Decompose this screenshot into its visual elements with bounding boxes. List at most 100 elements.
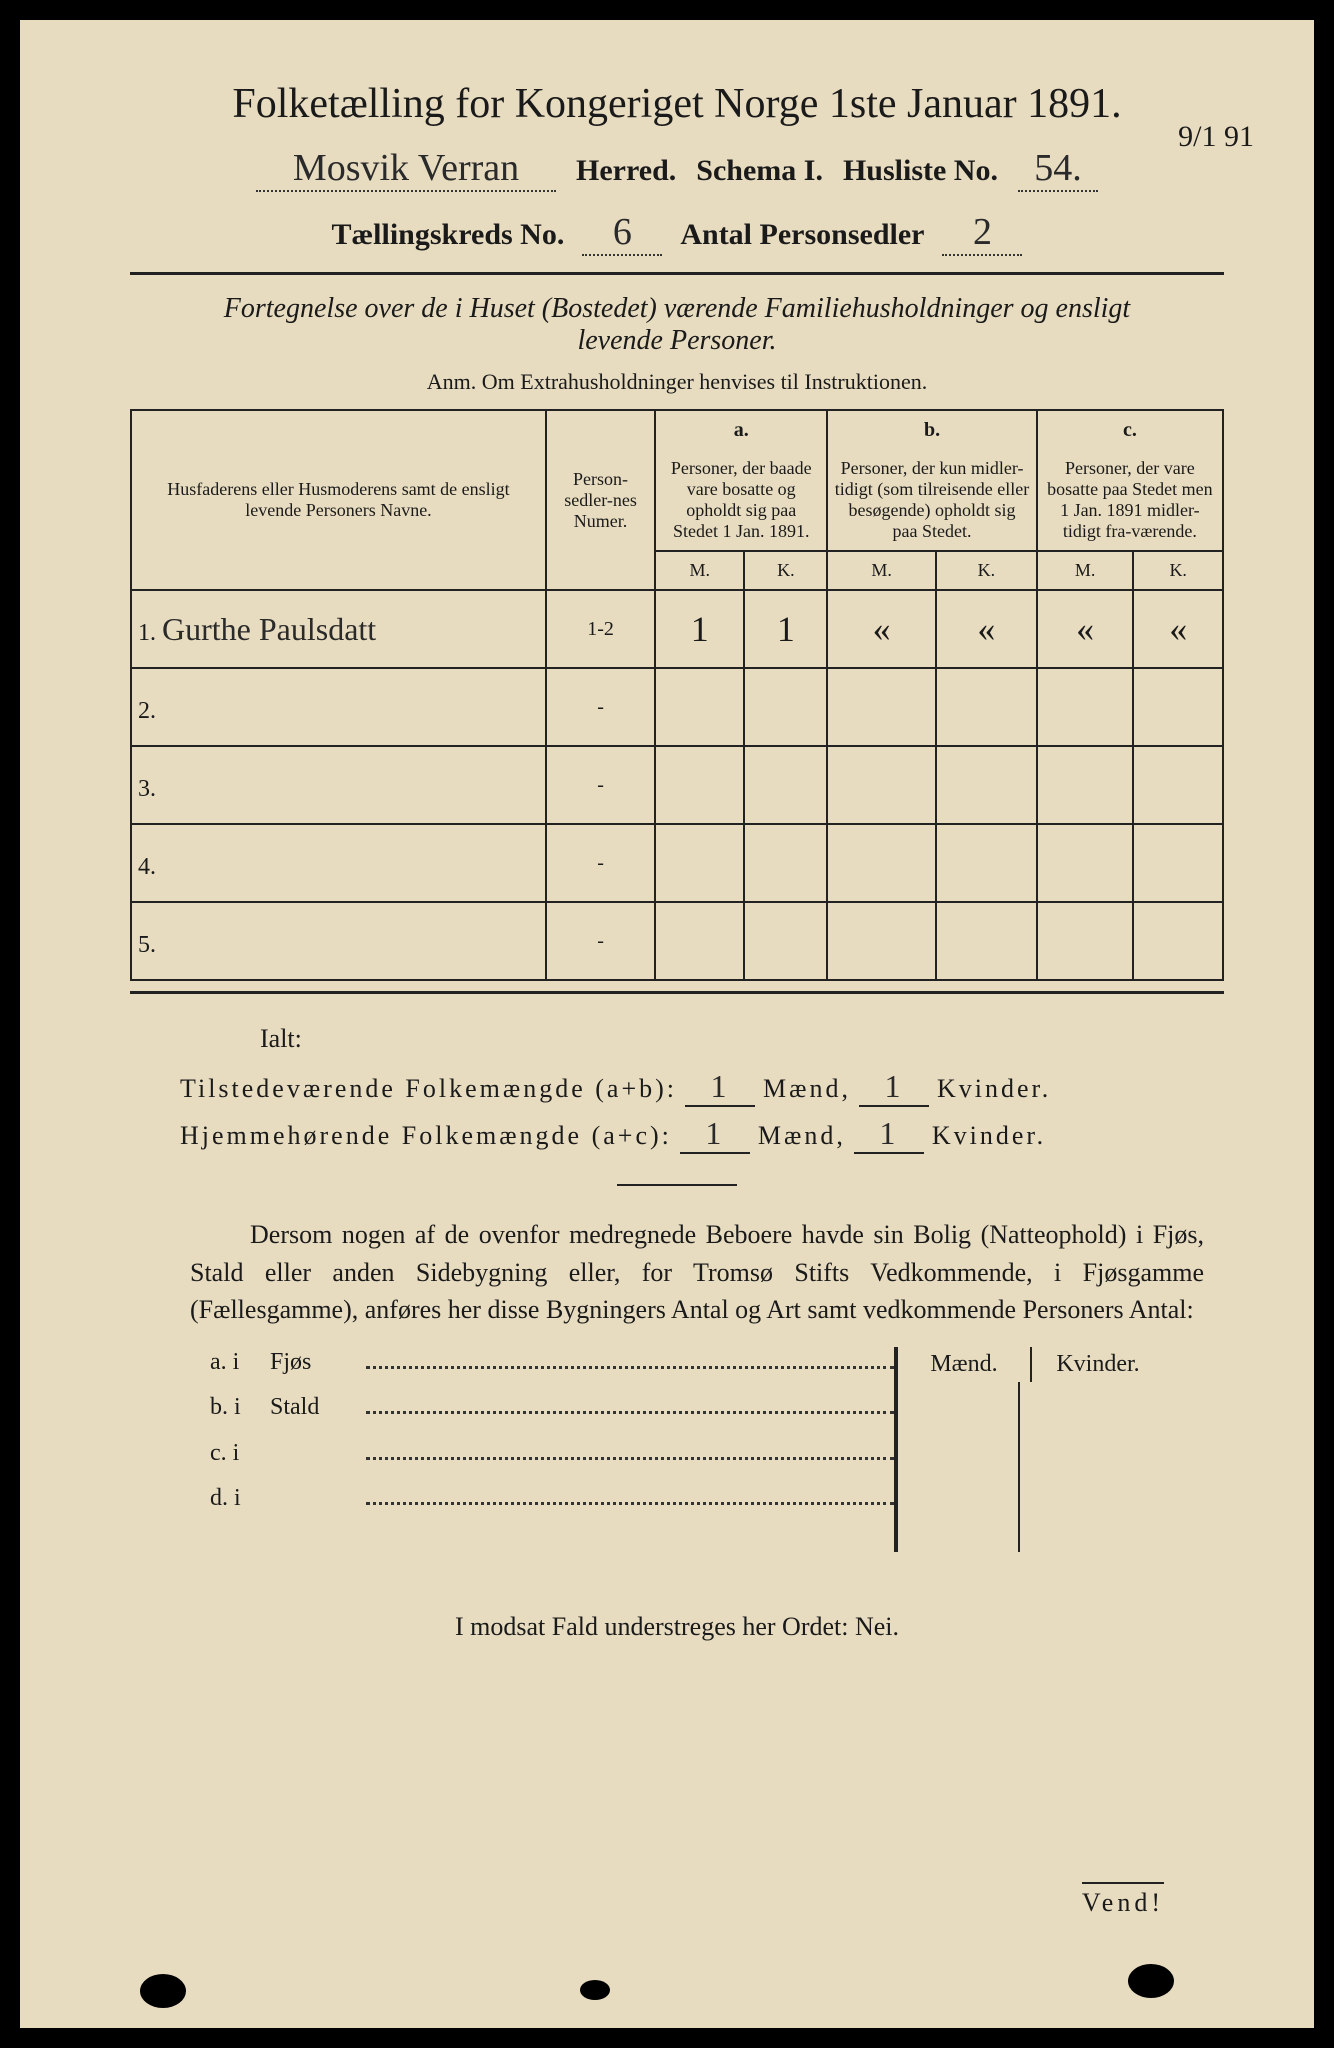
maend-2: Mænd, bbox=[758, 1121, 846, 1151]
vend-label: Vend! bbox=[1082, 1882, 1164, 1918]
th-c: c. bbox=[1037, 410, 1223, 450]
paper-hole bbox=[140, 1974, 186, 2008]
main-table: Husfaderens eller Husmoderens samt de en… bbox=[130, 409, 1224, 981]
mk-kvinder: Kvinder. bbox=[1030, 1347, 1164, 1382]
row-numer: - bbox=[546, 824, 655, 902]
kreds-label: Tællingskreds No. bbox=[332, 218, 565, 252]
herred-handwritten: Mosvik Verran bbox=[256, 146, 556, 192]
paper-hole bbox=[1128, 1964, 1174, 1998]
row-ck bbox=[1133, 668, 1223, 746]
sb-name: Stald bbox=[270, 1394, 360, 1421]
row-name-cell: 3. bbox=[131, 746, 546, 824]
th-b: b. bbox=[827, 410, 1037, 450]
center-rule bbox=[617, 1184, 737, 1186]
sub-title-1: Fortegnelse over de i Huset (Bostedet) v… bbox=[130, 293, 1224, 325]
paper-hole bbox=[580, 1980, 610, 2000]
sb-label: b. i bbox=[210, 1394, 270, 1421]
row-cm bbox=[1037, 746, 1134, 824]
sidebygning-row: a. iFjøs bbox=[210, 1347, 894, 1376]
sum1-m: 1 bbox=[685, 1068, 755, 1107]
th-a: a. bbox=[655, 410, 827, 450]
row-ck bbox=[1133, 824, 1223, 902]
row-am: 1 bbox=[655, 590, 744, 668]
sum1-label: Tilstedeværende Folkemængde (a+b): bbox=[180, 1074, 677, 1104]
th-a-text: Personer, der baade vare bosatte og opho… bbox=[655, 450, 827, 551]
sb-label: d. i bbox=[210, 1485, 270, 1512]
row-numer: - bbox=[546, 746, 655, 824]
row-ak: 1 bbox=[744, 590, 827, 668]
sb-label: a. i bbox=[210, 1349, 270, 1376]
th-c-m: M. bbox=[1037, 551, 1134, 590]
th-b-letter: b. bbox=[834, 419, 1030, 442]
ialt-label: Ialt: bbox=[260, 1024, 1224, 1054]
row-bm bbox=[827, 902, 936, 980]
row-ak bbox=[744, 668, 827, 746]
row-am bbox=[655, 746, 744, 824]
sidebygning-section: a. iFjøsb. iStaldc. id. i Mænd. Kvinder. bbox=[210, 1347, 1164, 1552]
row-cm bbox=[1037, 902, 1134, 980]
row-ck bbox=[1133, 902, 1223, 980]
sum1-k: 1 bbox=[859, 1068, 929, 1107]
th-c-text: Personer, der vare bosatte paa Stedet me… bbox=[1037, 450, 1223, 551]
table-row: 4. - bbox=[131, 824, 1223, 902]
row-name-cell: 5. bbox=[131, 902, 546, 980]
th-name-text: Husfaderens eller Husmoderens samt de en… bbox=[167, 479, 509, 520]
row-name-cell: 1. Gurthe Paulsdatt bbox=[131, 590, 546, 668]
husliste-no: 54. bbox=[1018, 146, 1098, 192]
row-bk: « bbox=[936, 590, 1037, 668]
row-cm: « bbox=[1037, 590, 1134, 668]
row-ak bbox=[744, 902, 827, 980]
rule-below-table bbox=[130, 991, 1224, 994]
row-cm bbox=[1037, 668, 1134, 746]
sb-name: Fjøs bbox=[270, 1349, 360, 1376]
row-bm bbox=[827, 668, 936, 746]
nei-note: I modsat Fald understreges her Ordet: Ne… bbox=[130, 1612, 1224, 1642]
sum2-k: 1 bbox=[854, 1115, 924, 1154]
sb-dots bbox=[366, 1392, 894, 1414]
sub-title-2: levende Personer. bbox=[130, 325, 1224, 357]
row-cm bbox=[1037, 824, 1134, 902]
row-ak bbox=[744, 746, 827, 824]
schema-label: Schema I. bbox=[696, 154, 823, 188]
th-b-m: M. bbox=[827, 551, 936, 590]
th-a-letter: a. bbox=[662, 419, 820, 442]
th-numer: Person-sedler-nes Numer. bbox=[546, 410, 655, 590]
row-numer: 1-2 bbox=[546, 590, 655, 668]
th-a-m: M. bbox=[655, 551, 744, 590]
sidebygning-row: b. iStald bbox=[210, 1392, 894, 1421]
row-numer: - bbox=[546, 902, 655, 980]
row-am bbox=[655, 668, 744, 746]
kreds-line: Tællingskreds No. 6 Antal Personsedler 2 bbox=[130, 210, 1224, 256]
mk-maend: Mænd. bbox=[896, 1347, 1030, 1382]
rule-top bbox=[130, 272, 1224, 275]
nei-note-text: I modsat Fald understreges her Ordet: Ne… bbox=[455, 1612, 899, 1641]
row-bm: « bbox=[827, 590, 936, 668]
maend-1: Mænd, bbox=[763, 1074, 851, 1104]
row-bk bbox=[936, 902, 1037, 980]
sum2-m: 1 bbox=[680, 1115, 750, 1154]
census-form-page: Folketælling for Kongeriget Norge 1ste J… bbox=[0, 0, 1334, 2048]
row-name-cell: 2. bbox=[131, 668, 546, 746]
row-bm bbox=[827, 746, 936, 824]
page-title: Folketælling for Kongeriget Norge 1ste J… bbox=[130, 80, 1224, 128]
table-row: 5. - bbox=[131, 902, 1223, 980]
sum2-label: Hjemmehørende Folkemængde (a+c): bbox=[180, 1121, 672, 1151]
row-bm bbox=[827, 824, 936, 902]
antal-label: Antal Personsedler bbox=[680, 218, 924, 252]
sum-lines: Tilstedeværende Folkemængde (a+b): 1 Mæn… bbox=[180, 1068, 1224, 1154]
sb-dots bbox=[366, 1347, 894, 1369]
mk-k-col bbox=[1018, 1382, 1140, 1552]
row-ak bbox=[744, 824, 827, 902]
row-am bbox=[655, 902, 744, 980]
kreds-no: 6 bbox=[582, 210, 662, 256]
sidebygning-row: d. i bbox=[210, 1483, 894, 1512]
row-ck bbox=[1133, 746, 1223, 824]
herred-line: Mosvik Verran Herred. Schema I. Husliste… bbox=[130, 146, 1224, 192]
sb-label: c. i bbox=[210, 1440, 270, 1467]
th-c-k: K. bbox=[1133, 551, 1223, 590]
row-ck: « bbox=[1133, 590, 1223, 668]
husliste-label: Husliste No. bbox=[843, 154, 998, 188]
mk-columns: Mænd. Kvinder. bbox=[894, 1347, 1164, 1552]
th-a-k: K. bbox=[744, 551, 827, 590]
row-bk bbox=[936, 746, 1037, 824]
